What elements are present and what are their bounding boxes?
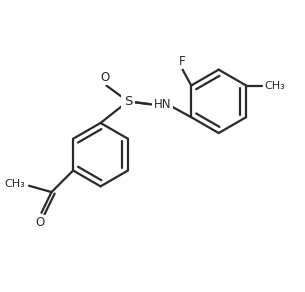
Text: O: O bbox=[101, 71, 110, 84]
Text: HN: HN bbox=[154, 98, 171, 112]
Text: F: F bbox=[179, 55, 186, 68]
Text: CH₃: CH₃ bbox=[5, 179, 26, 189]
Text: CH₃: CH₃ bbox=[265, 81, 285, 91]
Text: O: O bbox=[153, 99, 162, 112]
Text: S: S bbox=[124, 95, 132, 108]
Text: O: O bbox=[35, 215, 45, 229]
